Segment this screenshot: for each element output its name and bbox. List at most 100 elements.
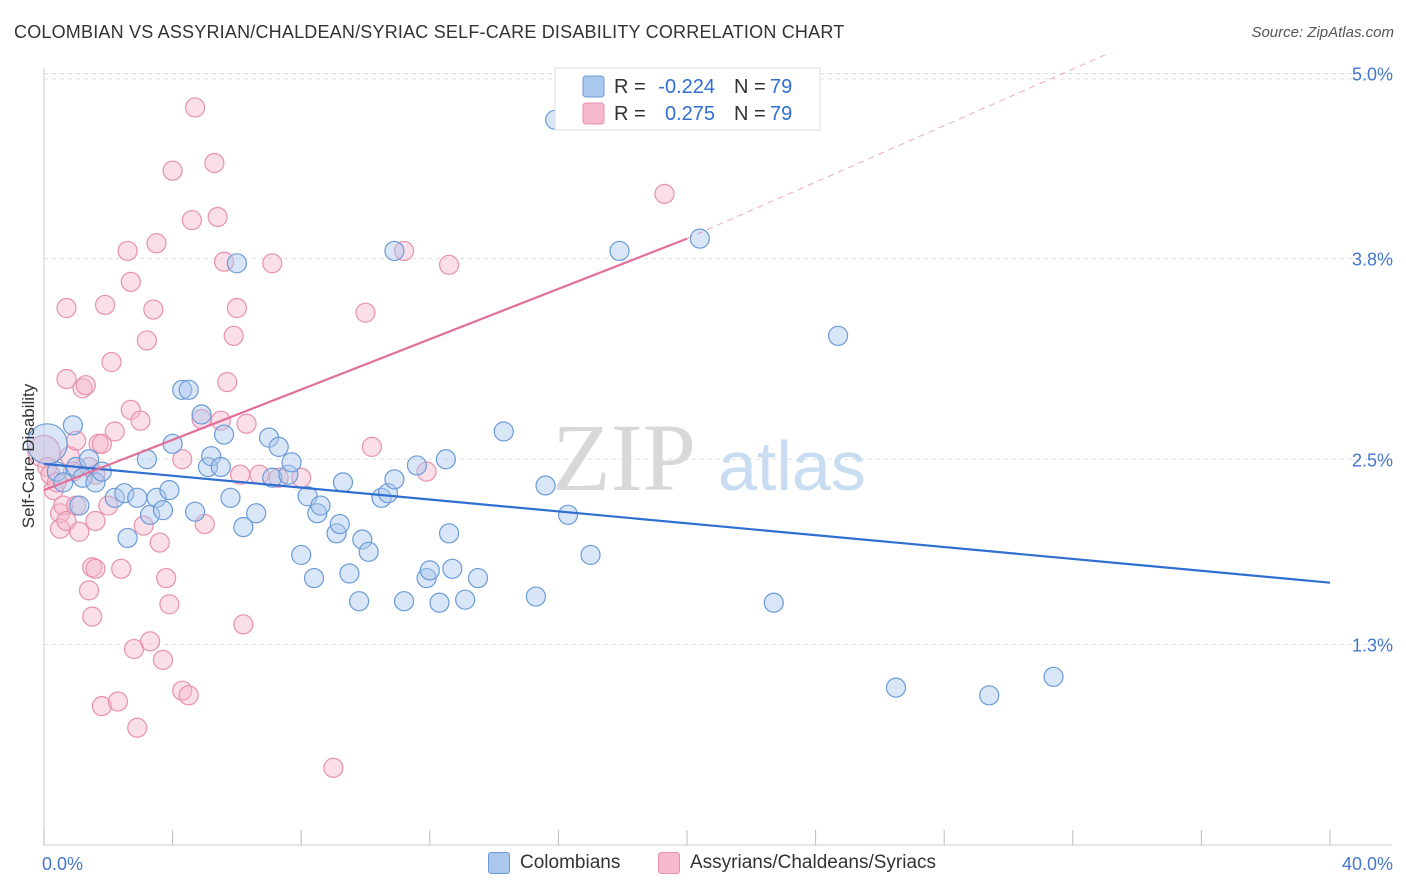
data-point [393, 591, 415, 612]
data-point [82, 606, 103, 627]
watermark: ZIP atlas [552, 404, 866, 511]
data-point [159, 594, 180, 615]
data-point [220, 487, 241, 508]
data-point [435, 449, 456, 470]
data-point [268, 436, 289, 458]
data-point [56, 510, 77, 532]
data-point [217, 372, 238, 393]
data-point [429, 592, 450, 613]
data-point [181, 209, 202, 231]
data-point [236, 413, 257, 434]
data-point [580, 544, 601, 566]
data-point [152, 500, 174, 521]
data-point [185, 97, 206, 118]
y-tick-label: 5.0% [1352, 65, 1393, 85]
data-point [535, 475, 556, 496]
data-point [62, 415, 84, 436]
data-point [233, 517, 254, 538]
data-point [178, 379, 199, 400]
data-point [763, 592, 784, 613]
data-point [46, 461, 67, 482]
legend-r-label-2: R = [614, 103, 646, 125]
data-point [493, 421, 514, 442]
data-point [210, 456, 231, 478]
data-point [246, 503, 267, 524]
data-point [85, 510, 106, 532]
data-point [104, 487, 125, 508]
y-tick-label: 1.3% [1352, 635, 1393, 655]
data-point [689, 228, 710, 249]
legend-item-assyrians: Assyrians/Chaldeans/Syriacs [658, 852, 936, 874]
data-point [226, 297, 247, 319]
data-point [56, 297, 77, 319]
data-point [104, 421, 125, 442]
y-tick-label: 3.8% [1352, 250, 1393, 270]
data-point [139, 631, 161, 652]
watermark-atlas: atlas [718, 427, 866, 505]
data-point [149, 532, 170, 553]
data-point [213, 251, 235, 272]
data-point [329, 513, 350, 535]
data-point [56, 368, 77, 390]
data-point [455, 589, 476, 610]
data-point [172, 449, 193, 470]
data-point [111, 558, 132, 579]
data-point [152, 649, 174, 670]
data-point [91, 433, 112, 454]
data-point [384, 469, 405, 490]
assyrian-points [27, 97, 675, 778]
legend-swatch-blue [582, 75, 605, 98]
data-point [127, 717, 148, 738]
data-point [262, 253, 283, 274]
data-point [146, 487, 167, 508]
data-point [262, 467, 283, 488]
data-point [146, 233, 167, 254]
data-point [361, 436, 383, 458]
data-point [323, 757, 344, 778]
data-point [78, 580, 100, 601]
data-point [123, 638, 145, 660]
data-point [94, 294, 116, 316]
data-point [442, 558, 463, 579]
x-tick-label-min: 0.0% [42, 854, 83, 874]
data-point [1043, 666, 1064, 687]
data-point [75, 375, 96, 396]
gridlines [44, 73, 1392, 645]
data-point [438, 523, 460, 544]
data-point [101, 351, 122, 373]
data-point [223, 325, 244, 346]
data-point [72, 378, 93, 399]
data-point [69, 495, 90, 516]
data-point [303, 567, 325, 589]
watermark-zip: ZIP [552, 404, 696, 511]
data-point [185, 501, 206, 522]
data-point [654, 183, 675, 204]
legend-r-label-1: R = [614, 76, 646, 98]
data-point [355, 302, 376, 323]
data-point [107, 691, 129, 712]
x-tick-label-max: 40.0% [1342, 854, 1393, 874]
data-point [291, 544, 312, 566]
legend-item-colombians: Colombians [488, 852, 620, 874]
legend-n-label-1: N = [734, 76, 766, 98]
data-point [609, 240, 630, 262]
data-point [85, 472, 106, 493]
data-point [352, 529, 373, 550]
legend-n-value-2: 79 [770, 103, 792, 125]
data-point [979, 685, 1000, 706]
data-point [348, 591, 370, 612]
data-point [226, 253, 247, 274]
data-point [172, 379, 193, 400]
legend-swatch-assyrians [658, 852, 680, 874]
legend-swatch-pink [582, 102, 605, 125]
axes [43, 68, 1392, 846]
data-point [136, 330, 157, 351]
data-point [281, 452, 302, 473]
data-point [207, 206, 228, 228]
data-point [117, 527, 138, 549]
data-point [406, 455, 428, 476]
data-point [114, 483, 135, 504]
y-tick-label: 2.5% [1352, 450, 1393, 470]
correlation-legend: R = -0.224 N = 79 R = 0.275 N = 79 [554, 67, 821, 131]
